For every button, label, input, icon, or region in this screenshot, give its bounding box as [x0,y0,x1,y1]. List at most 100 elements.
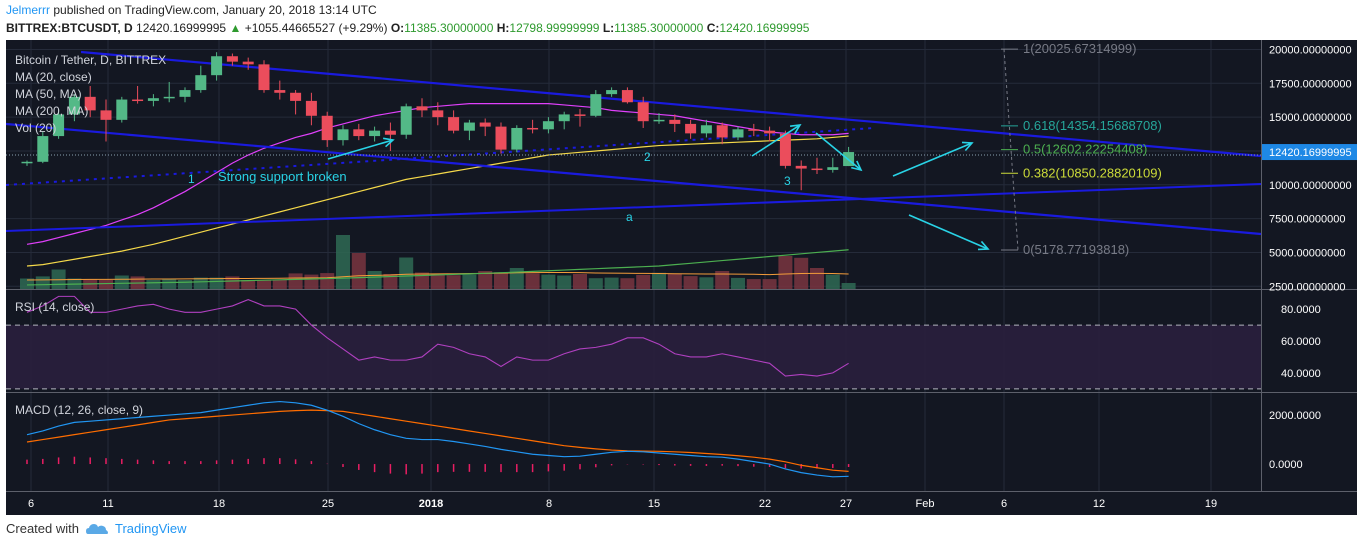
candle-body [211,56,223,76]
candle-body [495,126,507,150]
volume-bar [746,279,761,289]
time-tick-label: 25 [322,498,334,510]
footer: Created with TradingView [6,521,187,536]
volume-bar [272,280,287,289]
candle-body [590,94,602,116]
arrow-down-1-head [851,160,863,172]
chart-canvas[interactable]: 1(20025.67314999) 0.618(14354.15688708) 0.… [6,40,1357,515]
volume-bar [225,276,240,289]
macd-tick-label: 2000.0000 [1269,410,1321,422]
candle-body [811,168,823,171]
volume-bar [257,280,271,289]
candle-body [400,106,412,135]
volume-bar [509,268,524,289]
candle-body [226,56,238,62]
volume-bar [288,273,303,289]
candle-body [574,114,586,116]
volume-bar [715,271,730,289]
candle-body [290,92,302,101]
fib-level-label: 0.5(12602.22254408) [1023,142,1147,157]
candle-body [621,90,633,103]
volume-bar [731,277,745,289]
price-tick-label: 17500.00000000 [1269,78,1352,90]
volume-bar [446,275,461,289]
publish-info: published on TradingView.com, January 20… [53,3,377,17]
fib-retracement[interactable]: 1(20025.67314999) 0.618(14354.15688708) 0.… [1001,41,1162,257]
legend-vol: Vol (20) [15,121,56,135]
arrow-up-1-head [789,124,802,134]
candle-body [685,123,697,134]
candle-body [558,114,570,122]
candle-body [527,127,539,130]
arrows [327,124,990,251]
candle-body [258,64,270,91]
rsi-band [6,325,1261,389]
volume-bar [462,274,477,289]
candle-body [764,130,776,134]
legend-ma50: MA (50, MA) [15,87,82,101]
volume-bar [841,283,856,289]
arrow-down-2 [908,214,989,250]
open-label: O: [390,21,405,35]
time-tick-label: 18 [213,498,225,510]
volume-bar [620,278,635,289]
price-tick-label: 2500.00000000 [1269,281,1345,293]
candle-body [369,130,381,137]
high-label: H: [496,21,510,35]
arrow-up-2-head [961,141,974,152]
price-tick-label: 12420.16999995 [1269,147,1352,159]
volume-bar [573,274,587,289]
candle-body [637,102,649,122]
candle-body [416,106,428,111]
volume-bar [399,257,414,289]
candle-body [337,129,349,141]
support-note: Strong support broken [218,169,347,184]
candle-body [827,167,839,170]
candle-body [479,122,491,127]
fib-level-label: 0.618(14354.15688708) [1023,118,1162,133]
candle-body [795,165,807,169]
price-tick-label: 7500.00000000 [1269,214,1345,226]
legend-macd: MACD (12, 26, close, 9) [15,403,143,417]
price-tick-label: 20000.00000000 [1269,44,1352,56]
time-tick-label: 12 [1093,498,1105,510]
trendline-mid [6,122,1262,236]
fib-level-label: 0(5178.77193818) [1023,242,1129,257]
fib-level-label: 0.382(10850.28820109) [1023,165,1162,180]
publish-line: Jelmerrr published on TradingView.com, J… [6,3,377,17]
macd-tick-label: 0.0000 [1269,459,1303,471]
volume-bar [588,278,603,289]
volume-bar [604,277,619,289]
arrow-up-2 [892,142,973,177]
volume-bar [541,274,556,289]
candle-body [463,122,475,131]
volume-bar [99,280,113,289]
legend-ma20: MA (20, close) [15,70,92,84]
candle-body [653,119,665,122]
candle-body [669,119,681,124]
volume-bar [778,256,793,289]
volume-bar [825,274,840,289]
tradingview-link[interactable]: TradingView [114,521,187,536]
time-tick-label: 2018 [419,498,443,510]
candle-body [274,90,286,93]
volume-bar [667,274,682,289]
candle-body [542,121,554,130]
author-link[interactable]: Jelmerrr [6,3,50,17]
wave-label-a: a [626,210,633,224]
low-value: 11385.30000000 [614,21,704,35]
volume-bar [146,280,161,289]
candle-body [21,161,33,164]
close-label: C: [706,21,720,35]
volume-bar [430,274,445,289]
candle-body [700,125,712,134]
volume-bars [20,235,856,289]
volume-bar [351,253,366,289]
fib-level-label: 1(20025.67314999) [1023,41,1137,56]
time-tick-label: 27 [840,498,852,510]
volume-bar [35,276,50,289]
price-tick-label: 5000.00000000 [1269,247,1345,259]
rsi-line [26,295,849,377]
sub-panes [6,295,1261,478]
last-price: 12420.16999995 [136,21,227,35]
